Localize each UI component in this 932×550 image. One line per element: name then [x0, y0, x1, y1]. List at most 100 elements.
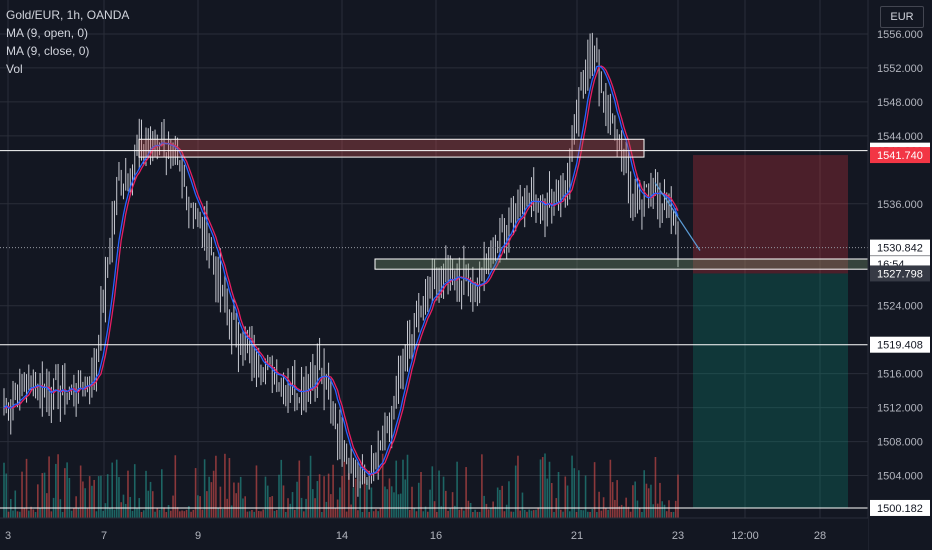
volume-bar [82, 481, 84, 518]
position-tool[interactable] [693, 155, 848, 508]
volume-bar [303, 511, 305, 518]
moving-averages [3, 65, 679, 476]
volume-bar [508, 481, 510, 518]
currency-button[interactable]: EUR [880, 6, 924, 28]
volume-bar [61, 511, 64, 518]
entry-price-label[interactable]: 1527.798 [870, 265, 930, 282]
time-tick-label: 23 [672, 530, 684, 542]
volume-bar [163, 507, 165, 518]
volume-bar [514, 465, 517, 518]
volume-bar [181, 510, 183, 518]
volume-bar [474, 509, 476, 518]
volume-bar [79, 465, 82, 518]
volume-bar [638, 507, 641, 518]
bottom-price-label[interactable]: 1500.182 [870, 499, 930, 516]
volume-bar [332, 464, 334, 518]
volume-bar [111, 462, 114, 518]
resistance-zone[interactable] [138, 138, 645, 158]
volume-bar [510, 511, 512, 518]
volume-bar [449, 507, 452, 518]
volume-bar [458, 509, 461, 518]
descending-trendline[interactable] [654, 182, 701, 251]
volume-bar [100, 475, 102, 518]
volume-bar [483, 495, 485, 518]
stop-loss-zone[interactable] [693, 155, 848, 274]
volume-bar [327, 473, 330, 518]
volume-bar [145, 470, 147, 518]
volume-bar [672, 511, 675, 518]
volume-bar [183, 511, 186, 518]
volume-bar [3, 462, 5, 518]
trendline[interactable] [654, 182, 701, 251]
volume-bar [149, 481, 152, 518]
support-price-label[interactable]: 1519.408 [870, 336, 930, 353]
price-tick-label: 1536.000 [877, 199, 923, 211]
volume-bar [321, 511, 323, 518]
legend-volume[interactable]: Vol [6, 62, 23, 76]
volume-bar [413, 507, 416, 518]
volume-bar [636, 500, 639, 518]
volume-bar [598, 491, 600, 518]
volume-bar [519, 510, 522, 518]
volume-bar [557, 472, 560, 518]
volume-bar [361, 511, 364, 518]
volume-bar [104, 503, 107, 518]
volume-bar [275, 510, 278, 518]
volume-bar [273, 510, 276, 518]
volume-bar [399, 493, 402, 518]
time-axis[interactable]: 3 7 9 14 16 21 23 12:00 28 [0, 517, 868, 550]
volume-bar [37, 484, 39, 518]
volume-bar [363, 473, 366, 518]
price-label-background [870, 265, 930, 282]
volume-bar [339, 487, 341, 518]
volume-bar [133, 464, 136, 518]
take-profit-zone[interactable] [693, 273, 848, 508]
legend-ma-open[interactable]: MA (9, open, 0) [6, 26, 89, 40]
volume-bar [59, 499, 62, 518]
support-zone[interactable] [374, 258, 869, 270]
volume-bar [262, 509, 265, 518]
volume-bar [388, 478, 391, 518]
volume-bar [266, 485, 269, 518]
volume-bar [343, 461, 346, 518]
volume-bar [151, 491, 154, 518]
volume-bar [481, 454, 483, 518]
volume-bar [34, 511, 37, 518]
volume-bar [255, 465, 258, 518]
volume-bar [109, 507, 111, 518]
volume-bar [25, 458, 28, 518]
volume-bar [424, 506, 427, 518]
volume-bar [614, 499, 616, 518]
legend-symbol[interactable]: Gold/EUR, 1h, OANDA [6, 8, 130, 22]
horizontal-levels[interactable] [0, 150, 868, 509]
current-price-label[interactable]: 1530.842 [870, 239, 930, 256]
volume-bar [411, 486, 413, 518]
volume-bar [386, 489, 389, 518]
volume-bar [55, 463, 57, 518]
zones[interactable] [138, 138, 869, 270]
volume-bar [469, 502, 472, 518]
price-tick-label: 1524.000 [877, 301, 923, 313]
volume-bar [632, 485, 634, 518]
volume-bar [465, 467, 467, 518]
volume-bar [627, 506, 630, 518]
volume-bar [201, 509, 204, 518]
volume-bar [325, 501, 328, 518]
time-tick-label: 28 [814, 530, 826, 542]
volume-bar [224, 453, 226, 518]
volume-bar [451, 492, 454, 518]
price-axis[interactable]: 1556.000 1552.000 1548.000 1544.000 1536.000… [867, 0, 932, 550]
volume-bar [18, 511, 21, 518]
legend-ma-close[interactable]: MA (9, close, 0) [6, 44, 90, 58]
price-tick-label: 1544.000 [877, 131, 923, 143]
volume-bar [535, 509, 537, 518]
stop-price-label[interactable]: 1541.740 [870, 147, 930, 164]
volume-bar [422, 511, 425, 518]
volume-bar [95, 511, 98, 518]
volume-bar [600, 510, 603, 518]
volume-bar [172, 495, 174, 518]
volume-bar [237, 482, 240, 518]
price-label-text: 1527.798 [877, 268, 923, 280]
